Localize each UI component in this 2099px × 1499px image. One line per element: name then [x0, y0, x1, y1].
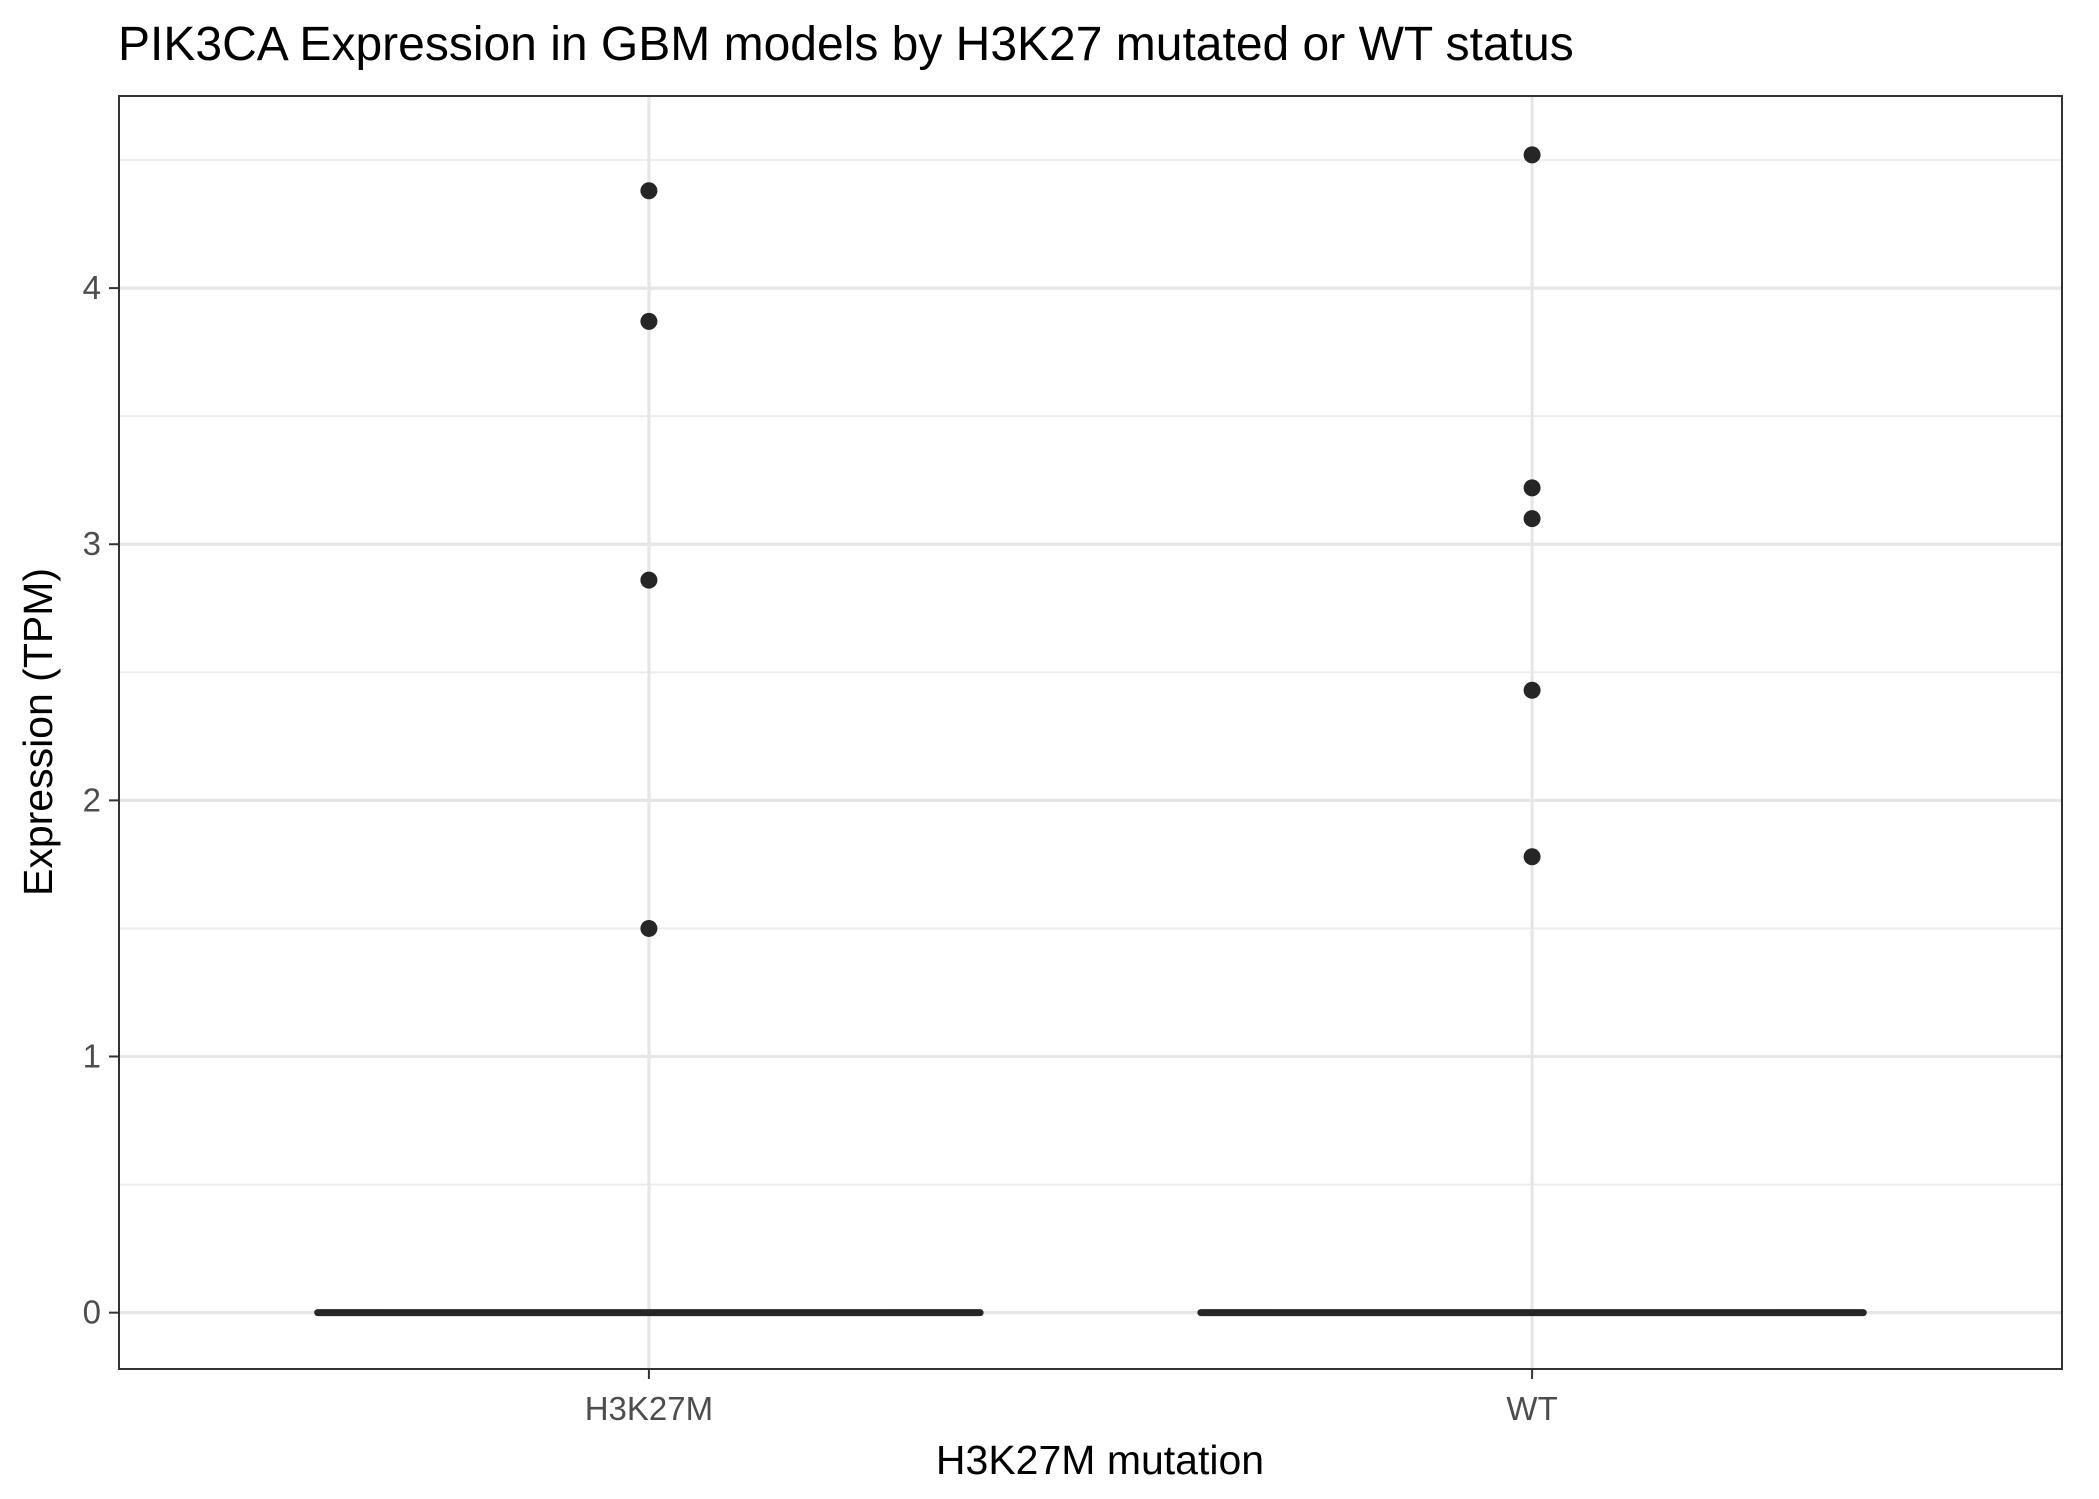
- outlier-point: [640, 182, 658, 200]
- y-tick-label: 2: [83, 781, 101, 818]
- plot-marks: [314, 146, 1867, 1317]
- outlier-point: [640, 312, 658, 330]
- outlier-point: [1523, 681, 1541, 699]
- axes: 0 1 2 3 4 H3K27M WT: [83, 269, 1558, 1427]
- x-axis-title: H3K27M mutation: [936, 1437, 1264, 1483]
- outlier-point: [640, 571, 658, 589]
- grid-lines: [119, 96, 2062, 1369]
- y-tick-label: 1: [83, 1038, 101, 1075]
- panel-border: [118, 95, 2063, 1370]
- y-tick-label: 4: [83, 269, 101, 306]
- chart-title: PIK3CA Expression in GBM models by H3K27…: [118, 18, 1574, 71]
- outlier-point: [1523, 848, 1541, 866]
- y-axis-title: Expression (TPM): [15, 568, 61, 896]
- outlier-point: [1523, 146, 1541, 164]
- outlier-point: [1523, 510, 1541, 528]
- y-tick-label: 0: [83, 1294, 101, 1331]
- x-tick-label: H3K27M: [585, 1390, 713, 1427]
- y-tick-label: 3: [83, 525, 101, 562]
- x-tick-label: WT: [1506, 1390, 1557, 1427]
- outlier-point: [640, 919, 658, 937]
- outlier-point: [1523, 479, 1541, 497]
